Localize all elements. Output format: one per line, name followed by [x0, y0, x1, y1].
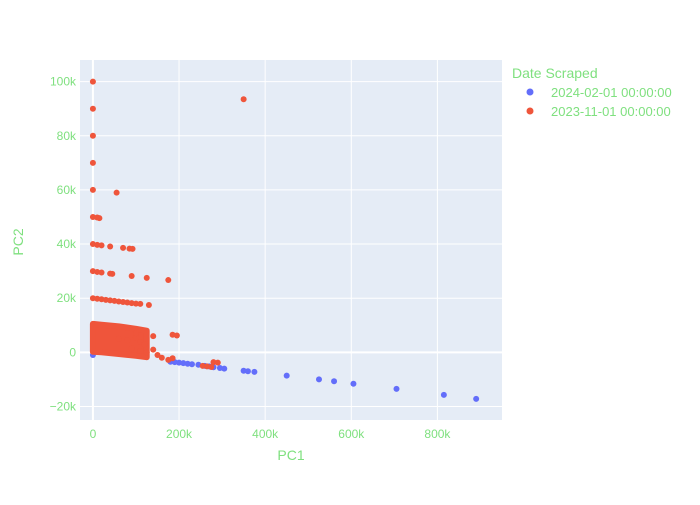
- data-point: [315, 376, 322, 383]
- y-tick-label: 0: [69, 345, 76, 359]
- x-tick-label: 400k: [252, 427, 279, 441]
- data-point: [89, 159, 96, 166]
- data-point: [129, 245, 136, 252]
- data-point: [137, 347, 144, 354]
- data-point: [188, 361, 195, 368]
- legend-label-feb: 2024-02-01 00:00:00: [551, 85, 672, 100]
- plot-area: [80, 60, 502, 420]
- x-axis-tick-labels: 0 200k 400k 600k 800k: [90, 427, 452, 441]
- data-point: [214, 359, 221, 366]
- data-point: [128, 273, 135, 279]
- data-point: [145, 301, 152, 308]
- data-point: [107, 243, 114, 250]
- data-point: [158, 354, 165, 361]
- data-point: [143, 349, 150, 356]
- data-point: [128, 345, 135, 352]
- x-tick-label: 800k: [424, 427, 451, 441]
- data-point: [169, 355, 176, 362]
- data-point: [350, 380, 357, 387]
- y-axis-tick-labels: −20k 0 20k 40k 60k 80k 100k: [50, 75, 77, 414]
- x-tick-label: 600k: [338, 427, 365, 441]
- data-point: [244, 368, 251, 375]
- data-point: [89, 78, 96, 85]
- zero-lines: [80, 60, 502, 420]
- data-point: [154, 352, 161, 359]
- data-point: [120, 244, 127, 251]
- y-axis-title: PC2: [10, 228, 26, 255]
- data-point: [96, 215, 103, 222]
- data-point: [98, 269, 105, 276]
- x-tick-label: 0: [90, 427, 97, 441]
- data-point: [98, 242, 105, 249]
- data-point: [150, 346, 157, 353]
- data-point: [137, 300, 144, 307]
- data-point: [240, 96, 247, 103]
- data-point: [150, 333, 157, 340]
- y-tick-label: 80k: [57, 129, 77, 143]
- legend-marker-nov: [526, 107, 534, 115]
- data-point: [440, 391, 447, 398]
- data-point: [393, 385, 400, 392]
- series-nov: [89, 78, 247, 370]
- data-points: [89, 78, 480, 402]
- data-point: [89, 105, 96, 112]
- data-point: [89, 132, 96, 139]
- legend-title: Date Scraped: [512, 65, 598, 81]
- y-tick-label: 60k: [57, 183, 77, 197]
- legend: Date Scraped 2024-02-01 00:00:00 2023-11…: [512, 65, 672, 119]
- data-point: [89, 186, 96, 193]
- data-point: [141, 341, 148, 348]
- y-tick-label: 20k: [57, 291, 77, 305]
- grid-lines: [80, 60, 502, 420]
- legend-marker-feb: [526, 88, 534, 96]
- legend-label-nov: 2023-11-01 00:00:00: [551, 104, 671, 119]
- y-tick-label: 100k: [50, 75, 77, 89]
- data-point: [283, 372, 290, 379]
- data-point: [165, 277, 172, 284]
- data-point: [143, 274, 150, 281]
- data-point: [208, 363, 215, 370]
- x-tick-label: 200k: [166, 427, 193, 441]
- data-point: [173, 332, 180, 339]
- data-point: [115, 335, 122, 342]
- y-tick-label: −20k: [50, 399, 77, 413]
- data-point: [109, 270, 116, 277]
- data-point: [124, 337, 131, 344]
- data-point: [331, 378, 338, 385]
- data-point: [221, 365, 228, 372]
- legend-item-feb[interactable]: 2024-02-01 00:00:00: [526, 85, 672, 100]
- legend-item-nov[interactable]: 2023-11-01 00:00:00: [526, 104, 671, 119]
- data-point: [132, 330, 139, 337]
- data-point: [113, 189, 120, 196]
- data-point: [251, 368, 258, 375]
- y-tick-label: 40k: [57, 237, 77, 251]
- data-point: [473, 395, 480, 402]
- data-point: [132, 300, 139, 307]
- x-axis-title: PC1: [277, 447, 304, 463]
